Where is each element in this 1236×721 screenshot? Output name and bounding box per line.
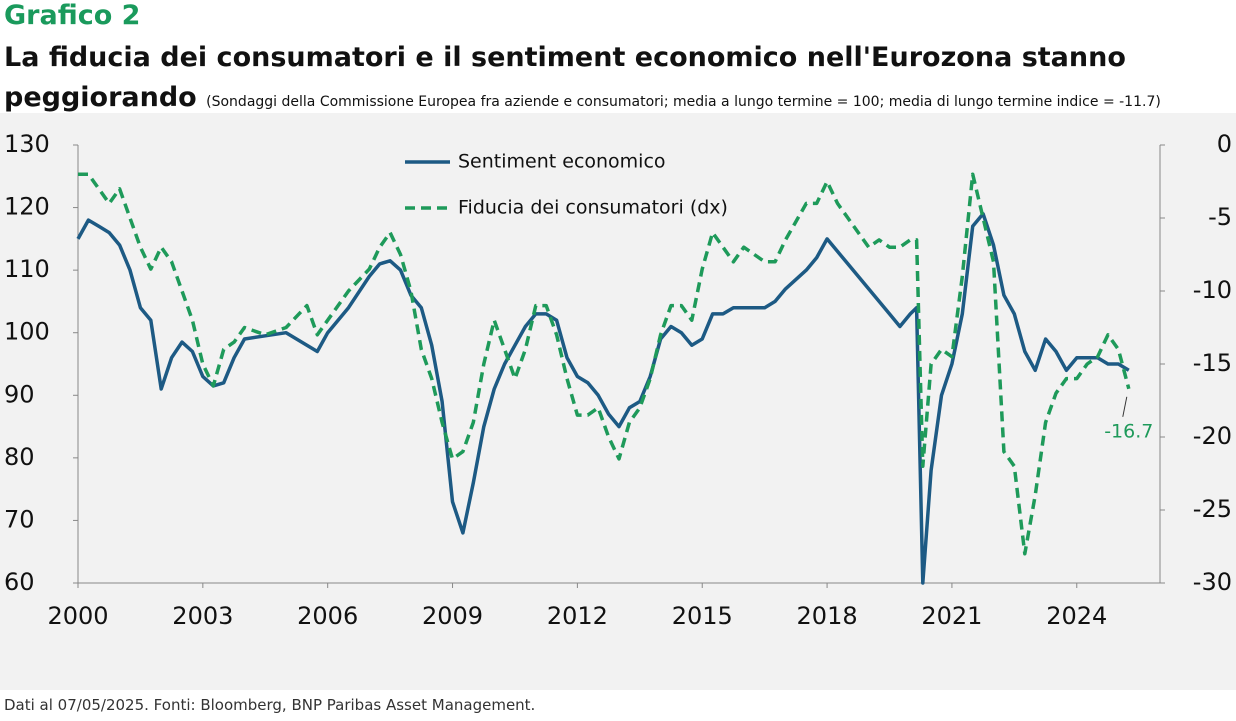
y-tick-label: 90 xyxy=(4,380,35,408)
title-block: La fiducia dei consumatori e il sentimen… xyxy=(4,38,1204,122)
series-line xyxy=(78,172,1131,556)
x-tick-label: 2009 xyxy=(422,602,483,630)
x-tick-label: 2006 xyxy=(297,602,358,630)
y2-tick-label: -15 xyxy=(1193,349,1232,377)
x-tick-label: 2024 xyxy=(1046,602,1107,630)
x-tick-label: 2021 xyxy=(921,602,982,630)
y-tick-label: 120 xyxy=(4,193,50,221)
chart-background xyxy=(0,113,1236,690)
y2-tick-label: -30 xyxy=(1193,568,1232,596)
y-tick-label: 60 xyxy=(4,568,35,596)
subtitle: (Sondaggi della Commissione Europea fra … xyxy=(206,94,1161,110)
series-line xyxy=(76,212,1130,585)
annotation: -16.7 xyxy=(1104,420,1153,442)
annotation-leader xyxy=(1122,396,1128,417)
y-tick-label: 130 xyxy=(4,130,50,158)
kicker: Grafico 2 xyxy=(4,0,141,31)
chart-title: La fiducia dei consumatori e il sentimen… xyxy=(4,42,1126,113)
legend-label: Sentiment economico xyxy=(458,151,666,173)
x-tick-label: 2018 xyxy=(797,602,858,630)
y-tick-label: 100 xyxy=(4,318,50,346)
y2-tick-label: -25 xyxy=(1193,495,1232,523)
y2-tick-label: -10 xyxy=(1193,276,1232,304)
y-tick-label: 70 xyxy=(4,505,35,533)
y2-tick-label: -5 xyxy=(1208,203,1232,231)
x-tick-label: 2015 xyxy=(672,602,733,630)
y2-tick-label: -20 xyxy=(1193,422,1232,450)
x-tick-label: 2000 xyxy=(47,602,108,630)
x-tick-label: 2012 xyxy=(547,602,608,630)
y-tick-label: 110 xyxy=(4,255,50,283)
x-tick-label: 2003 xyxy=(172,602,233,630)
y2-tick-label: 0 xyxy=(1217,130,1232,158)
legend-label: Fiducia dei consumatori (dx) xyxy=(458,197,728,219)
footer: Dati al 07/05/2025. Fonti: Bloomberg, BN… xyxy=(4,696,536,714)
y-tick-label: 80 xyxy=(4,443,35,471)
